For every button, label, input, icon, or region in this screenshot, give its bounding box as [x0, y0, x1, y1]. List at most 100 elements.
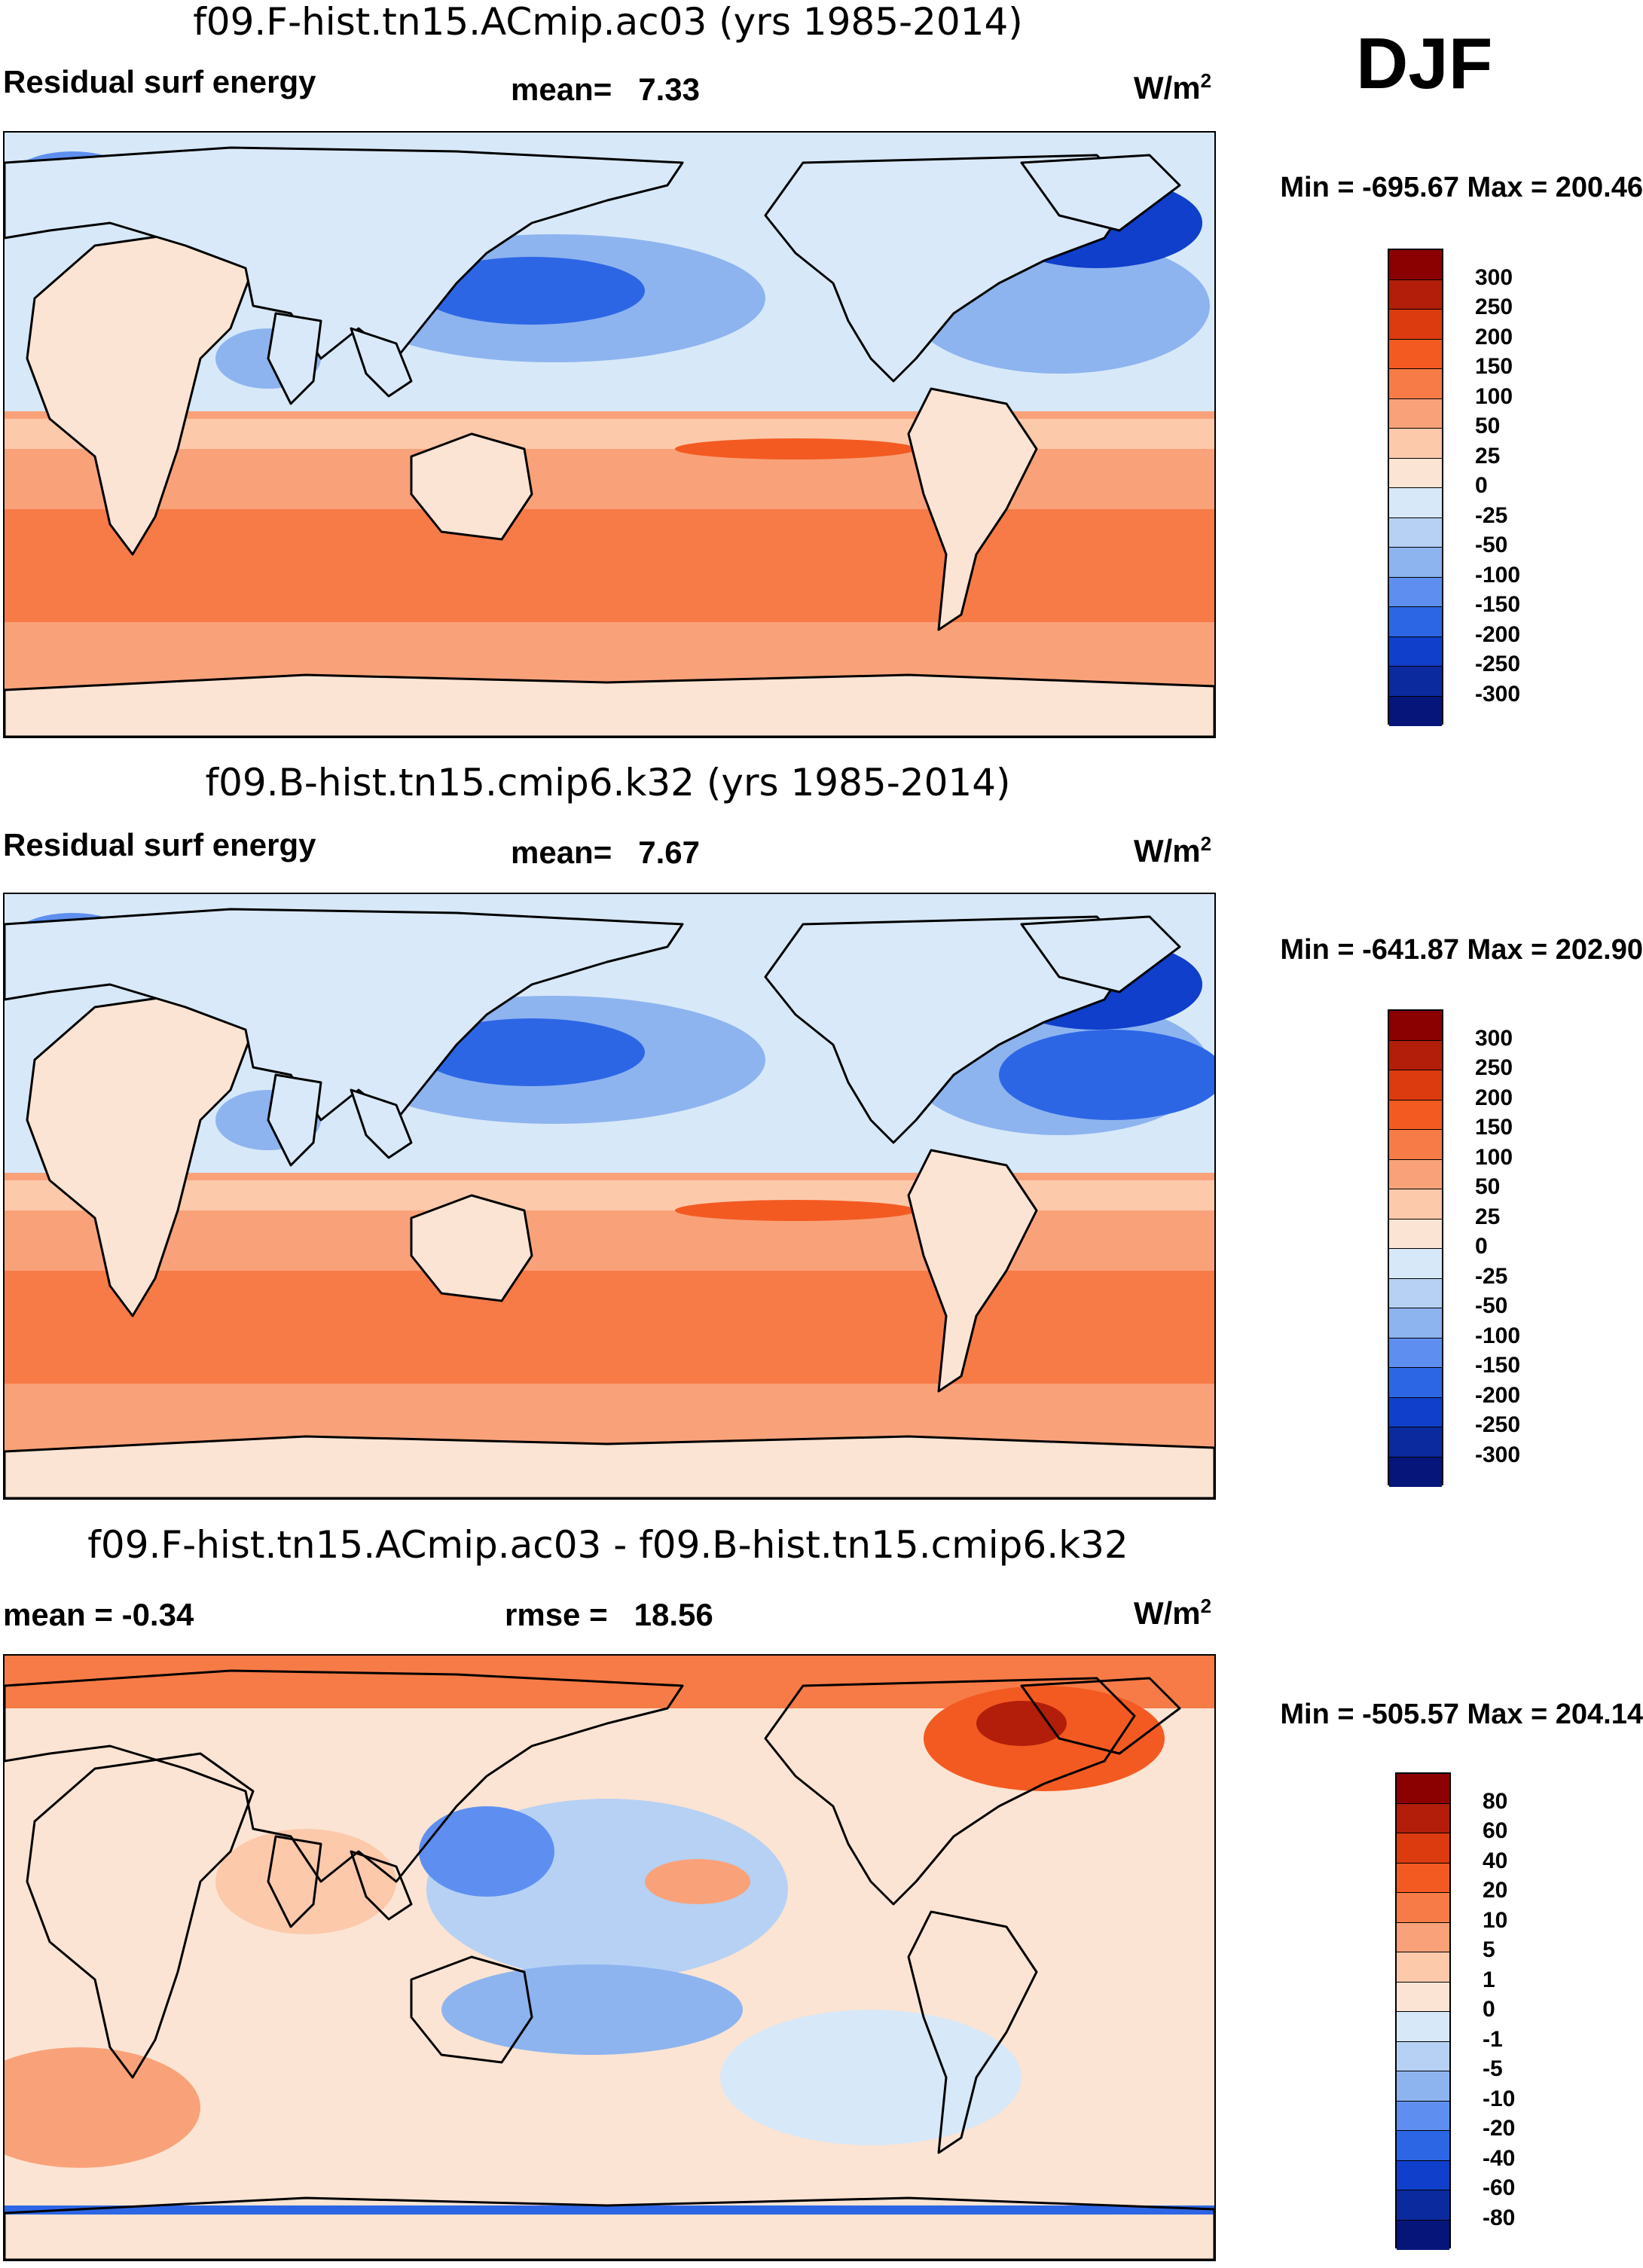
colorbar-tick-label: 0	[1475, 1234, 1488, 1259]
colorbar-tick-label: 5	[1483, 1937, 1495, 1962]
colorbar-tick-label: -25	[1475, 1263, 1508, 1289]
colorbar-box	[1395, 1772, 1451, 2250]
colorbar-swatch	[1389, 488, 1442, 518]
colorbar-swatch	[1389, 1011, 1442, 1041]
colorbar-swatch	[1389, 1070, 1442, 1100]
panel-1-stat-value: 7.33	[638, 72, 701, 107]
colorbar-tick-label: 0	[1483, 1997, 1495, 2022]
antarctic-cool-line	[5, 2205, 1214, 2215]
panel-1-minmax: Min = -695.67 Max = 200.46	[1280, 172, 1643, 203]
indian-warm	[215, 1829, 396, 1934]
atlantic-core-b	[999, 1030, 1214, 1120]
colorbar-tick-label: 250	[1475, 1055, 1513, 1080]
colorbar-tick-label: 100	[1475, 1144, 1513, 1170]
panel-1-map-svg	[5, 133, 1214, 737]
continent-greenland	[1020, 915, 1181, 994]
colorbar-tick-label: 300	[1475, 264, 1513, 290]
colorbar-box	[1388, 249, 1443, 726]
panel-1-left-label: Residual surf energy	[3, 64, 316, 99]
panel-3-stat-label: rmse =	[505, 1597, 608, 1632]
panel-2-stat-label: mean=	[511, 835, 612, 870]
colorbar-tick-label: -50	[1475, 1293, 1508, 1318]
colorbar-swatch	[1389, 369, 1442, 399]
colorbar-swatch	[1397, 2190, 1449, 2221]
colorbar-swatch	[1389, 667, 1442, 697]
colorbar-swatch	[1389, 458, 1442, 488]
colorbar-swatch	[1389, 429, 1442, 459]
pacific-warm-core	[675, 1200, 916, 1221]
colorbar-tick-label: 25	[1475, 1204, 1501, 1229]
continent-seasia	[350, 327, 413, 398]
colorbar-swatch	[1397, 1982, 1449, 2012]
colorbar-tick-label: 0	[1475, 473, 1488, 498]
colorbar-swatch	[1397, 2071, 1449, 2102]
colorbar-swatch	[1389, 1457, 1442, 1487]
panel-3-left-label: mean = -0.34	[3, 1597, 194, 1632]
colorbar-tick-label: 50	[1475, 1174, 1501, 1199]
colorbar-tick-label: -10	[1483, 2086, 1516, 2111]
panel-1-title: f09.F-hist.tn15.ACmip.ac03 (yrs 1985-201…	[193, 0, 1023, 44]
colorbar-swatch	[1397, 1833, 1449, 1864]
panel-2-map	[3, 893, 1216, 1500]
colorbar-swatch	[1397, 1952, 1449, 1983]
colorbar-swatch	[1389, 548, 1442, 578]
colorbar-tick-label: -5	[1483, 2056, 1503, 2081]
colorbar-tick-label: -150	[1475, 592, 1521, 617]
pacific-warm-core	[675, 438, 916, 459]
colorbar-swatch	[1397, 1803, 1449, 1833]
colorbar-tick-label: -100	[1475, 1323, 1521, 1348]
continent-samerica	[907, 1149, 1038, 1393]
colorbar-tick-label: 100	[1475, 383, 1513, 409]
continent-samerica	[907, 387, 1038, 631]
colorbar-swatch	[1389, 1159, 1442, 1189]
panel-3-map	[3, 1654, 1216, 2261]
colorbar-tick-label: -200	[1475, 1382, 1521, 1408]
continent-seasia	[350, 1088, 413, 1159]
panel-2-stat-value: 7.67	[638, 835, 701, 870]
coastline-seasia	[350, 1850, 413, 1921]
colorbar-tick-label: -60	[1483, 2175, 1516, 2200]
continent-greenland	[1020, 154, 1181, 232]
colorbar-box	[1388, 1009, 1443, 1487]
colorbar-tick-label: 50	[1475, 414, 1501, 438]
colorbar-tick-label: 200	[1475, 1085, 1513, 1110]
kuroshio-cool	[419, 1806, 554, 1897]
panel-2-units: W/m2	[1134, 832, 1212, 868]
colorbar-tick-label: -40	[1483, 2145, 1516, 2171]
colorbar-tick-label: 80	[1483, 1788, 1508, 1814]
panel-3-title: f09.F-hist.tn15.ACmip.ac03 - f09.B-hist.…	[87, 1523, 1128, 1567]
panel-2-title: f09.B-hist.tn15.cmip6.k32 (yrs 1985-2014…	[205, 761, 1011, 804]
colorbar-tick-label: -300	[1475, 1442, 1521, 1467]
colorbar-swatch	[1389, 250, 1442, 280]
colorbar-tick-label: 250	[1475, 295, 1513, 319]
colorbar-tick-label: -150	[1475, 1353, 1521, 1378]
colorbar-tick-label: 20	[1483, 1878, 1508, 1903]
colorbar-swatch	[1397, 1893, 1449, 1923]
colorbar-swatch	[1389, 636, 1442, 667]
coastline-samerica	[907, 1910, 1038, 2154]
panel-3-map-svg	[5, 1656, 1214, 2260]
continent-australia	[410, 1194, 533, 1302]
colorbar-tick-label: -300	[1475, 681, 1521, 707]
colorbar-swatch	[1389, 577, 1442, 607]
colorbar-tick-label: 300	[1475, 1025, 1513, 1051]
colorbar-swatch	[1389, 607, 1442, 637]
ocean-southern-warm-band	[5, 1271, 1214, 1384]
colorbar-tick-label: -80	[1483, 2205, 1516, 2230]
colorbar-swatch	[1389, 1278, 1442, 1308]
colorbar-swatch	[1397, 2220, 1449, 2250]
kuroshio-core	[419, 1018, 645, 1086]
labrador-core	[976, 1701, 1067, 1746]
coastline-antarctica	[5, 2196, 1214, 2260]
panel-3-stat: rmse = 18.56	[505, 1597, 713, 1633]
panel-3-minmax: Min = -505.57 Max = 204.14	[1280, 1699, 1643, 1730]
colorbar-swatch	[1389, 1189, 1442, 1219]
colorbar-swatch	[1389, 310, 1442, 340]
continent-antarctica	[5, 1435, 1214, 1498]
panel-2-left-label: Residual surf energy	[3, 827, 316, 862]
south-pacific-cool	[720, 2010, 1022, 2145]
continent-australia	[410, 432, 533, 541]
colorbar-tick-label: -50	[1475, 533, 1508, 557]
continent-india	[267, 312, 322, 405]
panel-1-units: W/m2	[1134, 69, 1212, 105]
